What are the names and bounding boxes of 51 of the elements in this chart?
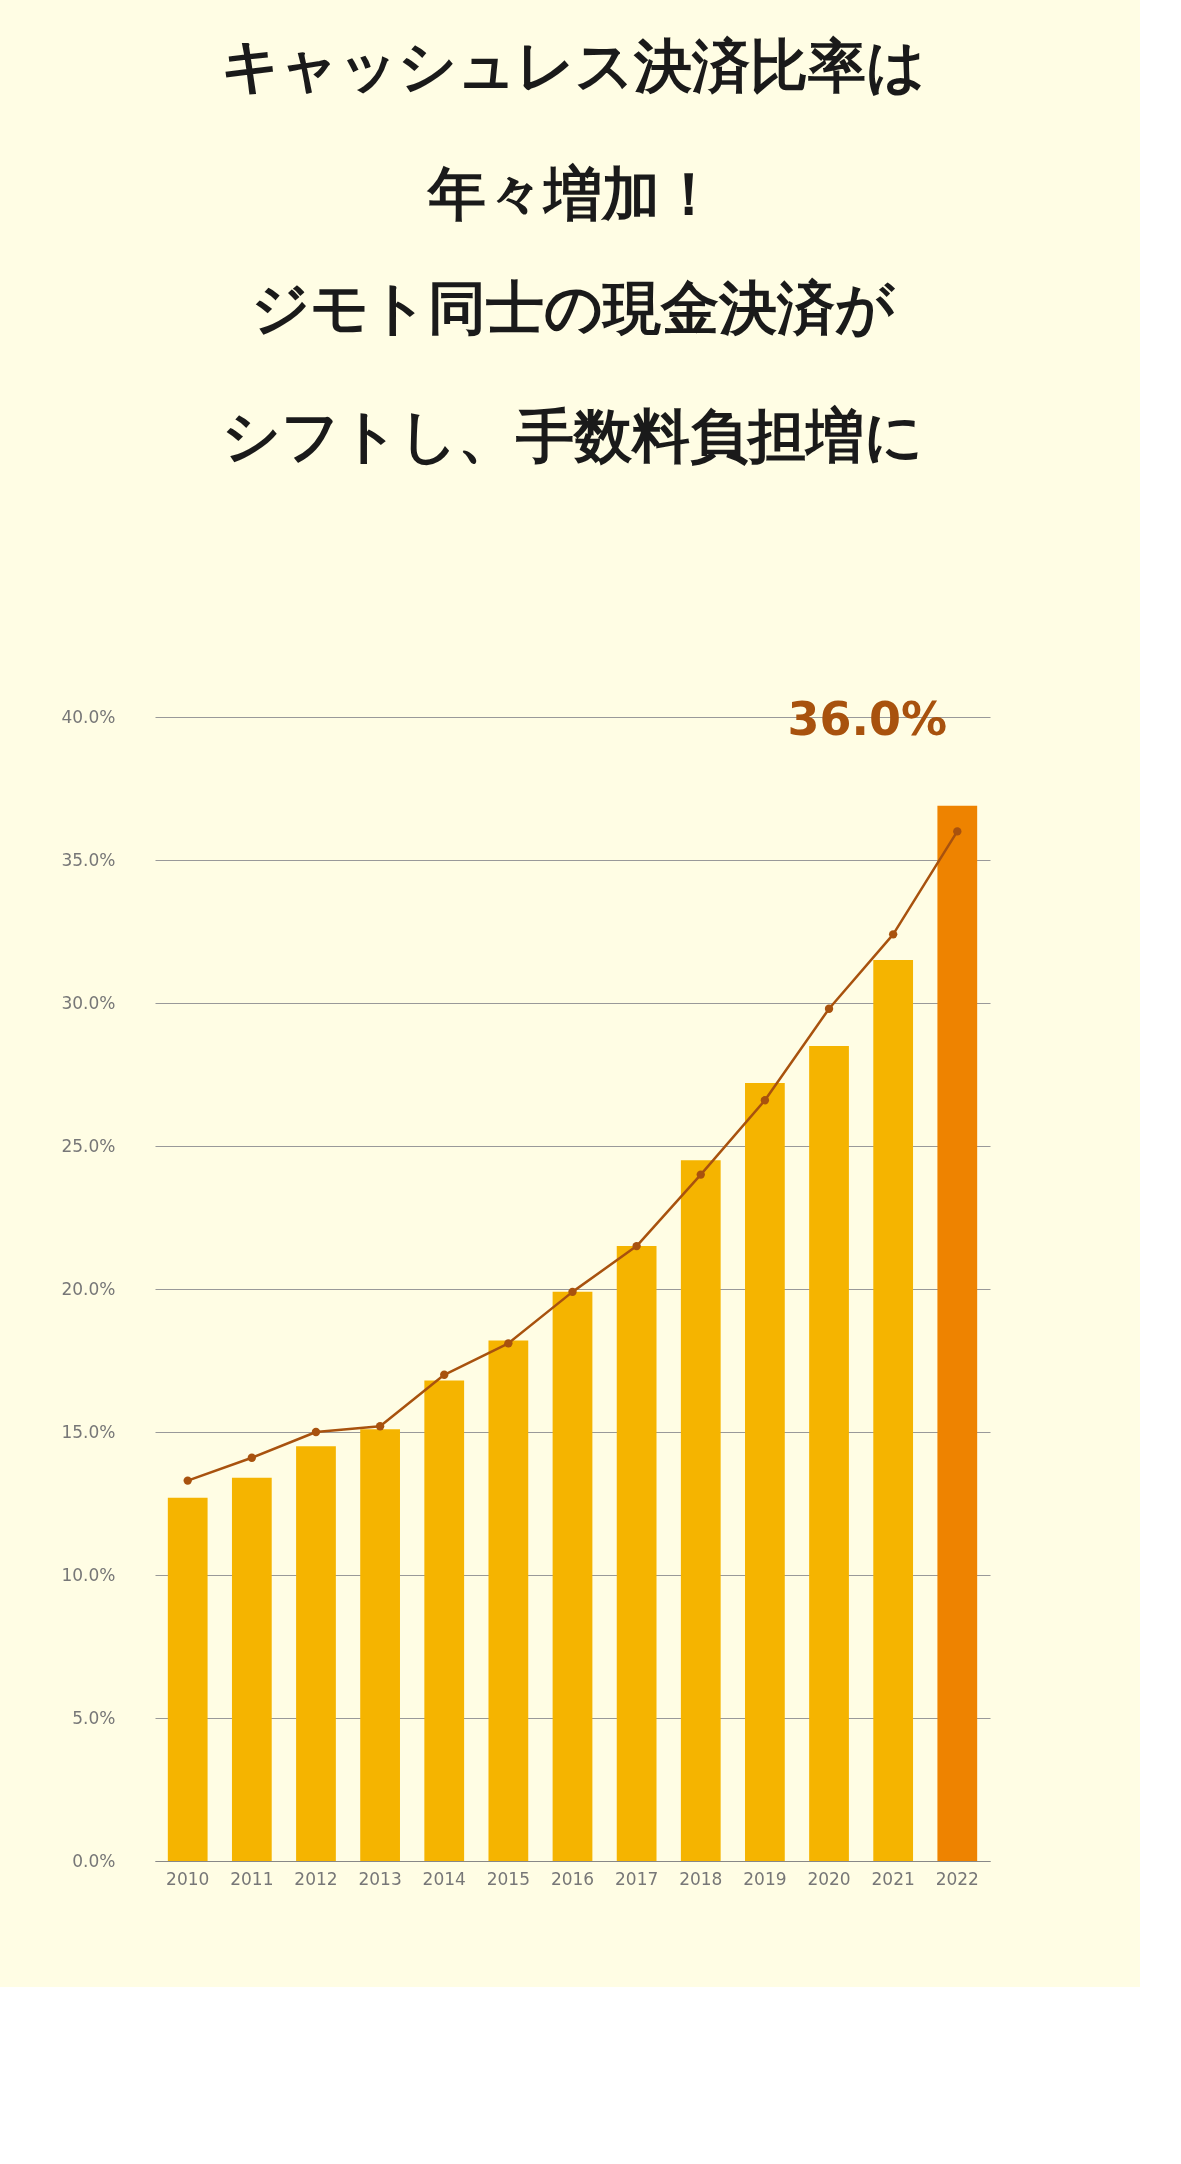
bar: [424, 1380, 465, 1861]
x-tick-label: 2016: [550, 1868, 595, 1889]
annotation: 36.0%: [787, 692, 948, 747]
x-tick-label: 2015: [486, 1868, 530, 1889]
bar: [167, 1497, 208, 1861]
y-tick-label: 25.0%: [61, 1135, 116, 1156]
point: [696, 1170, 705, 1179]
x-tick-label: 2022: [935, 1868, 979, 1889]
y-tick-label: 15.0%: [61, 1421, 116, 1442]
bar: [231, 1477, 272, 1861]
x-tick-label: 2012: [294, 1868, 338, 1889]
x-tick-label: 2017: [615, 1868, 659, 1889]
y-tick-label: 0.0%: [72, 1850, 116, 1871]
x-tick-label: 2013: [358, 1868, 402, 1889]
point: [760, 1096, 770, 1105]
point: [311, 1427, 321, 1437]
chart-title: キャッシュレス決済比率は年々増加！: [220, 32, 925, 229]
point: [375, 1422, 385, 1431]
chart-subtitle: ジモト同士の現金決済がシフトし、手数料負担増に: [222, 274, 923, 471]
y-tick-label: 40.0%: [61, 706, 116, 727]
x-tick-label: 2020: [807, 1868, 851, 1889]
bar: [296, 1446, 336, 1861]
x-tick-label: 2011: [230, 1868, 274, 1889]
y-tick-label: 30.0%: [61, 992, 116, 1013]
point: [568, 1287, 577, 1297]
point: [888, 930, 898, 939]
bar: [745, 1083, 785, 1861]
bar: [873, 960, 914, 1861]
bar: [552, 1291, 593, 1861]
x-tick-label: 2018: [679, 1868, 723, 1889]
point: [247, 1453, 257, 1462]
y-tick-label: 5.0%: [72, 1707, 116, 1728]
bar: [937, 805, 978, 1861]
point: [632, 1241, 641, 1251]
bar: [360, 1429, 400, 1861]
y-tick-label: 10.0%: [61, 1564, 116, 1585]
x-tick-label: 2019: [743, 1868, 787, 1889]
x-tick-label: 2021: [871, 1868, 915, 1889]
bar: [488, 1340, 529, 1861]
y-tick-label: 20.0%: [61, 1278, 116, 1299]
point: [953, 827, 962, 836]
bar: [616, 1246, 657, 1861]
point: [183, 1476, 192, 1485]
x-tick-label: 2010: [166, 1868, 210, 1889]
y-tick-label: 35.0%: [61, 849, 116, 870]
x-tick-label: 2014: [422, 1868, 466, 1889]
point: [504, 1339, 513, 1348]
point: [824, 1004, 834, 1013]
bar: [680, 1160, 721, 1861]
bar: [809, 1045, 849, 1861]
point: [440, 1370, 449, 1379]
